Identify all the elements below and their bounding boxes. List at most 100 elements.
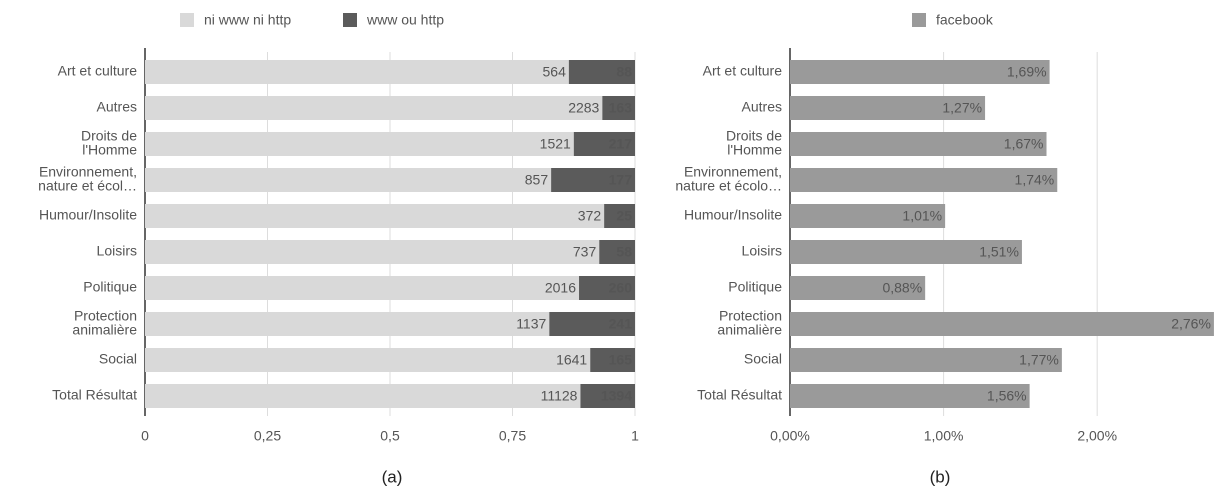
x-tick-label: 1,00% [924,428,964,444]
bar [580,384,635,408]
value-label: 1641 [556,352,587,368]
value-label: 58 [616,244,632,260]
bar [790,204,946,228]
bar [790,384,1030,408]
category-label: Social [744,351,782,367]
bar [604,204,635,228]
category-label: Total Résultat [52,387,137,403]
value-label: 372 [578,208,602,224]
legend-label: ni www ni http [204,12,291,28]
bar [551,168,635,192]
category-label: nature et écolo… [675,178,782,194]
category-label: Art et culture [58,63,138,79]
value-label: 857 [525,172,549,188]
bar [599,240,635,264]
value-label: 1394 [601,388,632,404]
bar [145,384,581,408]
bar [145,60,569,84]
legend-label: facebook [936,12,994,28]
bar [145,132,574,156]
bar [579,276,635,300]
bar [790,312,1214,336]
bar [790,60,1050,84]
value-label: 737 [573,244,597,260]
category-label: Droits de [81,128,137,144]
bar [145,168,552,192]
bar [790,240,1022,264]
bar [790,168,1058,192]
value-label: 1,01% [902,208,942,224]
category-label: Total Résultat [697,387,782,403]
category-label: nature et écol… [38,178,137,194]
bar [568,60,635,84]
category-label: Art et culture [703,63,783,79]
value-label: 1,51% [979,244,1019,260]
value-label: 1,56% [987,388,1027,404]
legend-swatch [343,13,357,27]
x-tick-label: 0,75 [499,428,526,444]
category-label: Droits de [726,128,782,144]
bar [145,312,550,336]
value-label: 1,69% [1007,64,1047,80]
category-label: Humour/Insolite [39,207,137,223]
value-label: 1137 [516,316,546,332]
category-label: Environnement, [684,164,782,180]
value-label: 163 [609,100,633,116]
category-label: Loisirs [97,243,137,259]
category-label: Politique [83,279,137,295]
value-label: 177 [609,172,633,188]
x-tick-label: 0 [141,428,149,444]
bar [590,348,635,372]
x-tick-label: 0,00% [770,428,810,444]
caption: (a) [382,467,403,486]
bar [790,96,986,120]
value-label: 1,77% [1019,352,1059,368]
bar [790,348,1062,372]
bar [145,204,605,228]
category-label: Protection [74,308,137,324]
x-tick-label: 2,00% [1077,428,1117,444]
value-label: 241 [609,316,633,332]
bar [145,276,580,300]
value-label: 1,27% [942,100,982,116]
category-label: Environnement, [39,164,137,180]
value-label: 11128 [541,388,578,404]
value-label: 564 [543,64,567,80]
bar [145,348,591,372]
category-label: l'Homme [82,142,137,158]
value-label: 2,76% [1171,316,1211,332]
x-tick-label: 0,25 [254,428,281,444]
bar [573,132,635,156]
bar [790,132,1047,156]
legend-swatch [180,13,194,27]
category-label: l'Homme [727,142,782,158]
bar [549,312,635,336]
category-label: Autres [97,99,137,115]
value-label: 2016 [545,280,576,296]
value-label: 25 [616,208,632,224]
bar [790,276,926,300]
category-label: animalière [717,322,782,338]
value-label: 1,67% [1004,136,1044,152]
category-label: animalière [72,322,137,338]
category-label: Politique [728,279,782,295]
value-label: 165 [609,352,633,368]
value-label: 217 [609,136,633,152]
bar [602,96,635,120]
value-label: 0,88% [882,280,922,296]
value-label: 1,74% [1015,172,1055,188]
category-label: Loisirs [742,243,782,259]
category-label: Protection [719,308,782,324]
value-label: 88 [616,64,632,80]
value-label: 1521 [540,136,571,152]
value-label: 260 [609,280,633,296]
caption: (b) [930,467,951,486]
bar [145,96,603,120]
value-label: 2283 [568,100,599,116]
bar [145,240,600,264]
category-label: Humour/Insolite [684,207,782,223]
legend-label: www ou http [366,12,444,28]
legend-swatch [912,13,926,27]
x-tick-label: 0,5 [380,428,400,444]
